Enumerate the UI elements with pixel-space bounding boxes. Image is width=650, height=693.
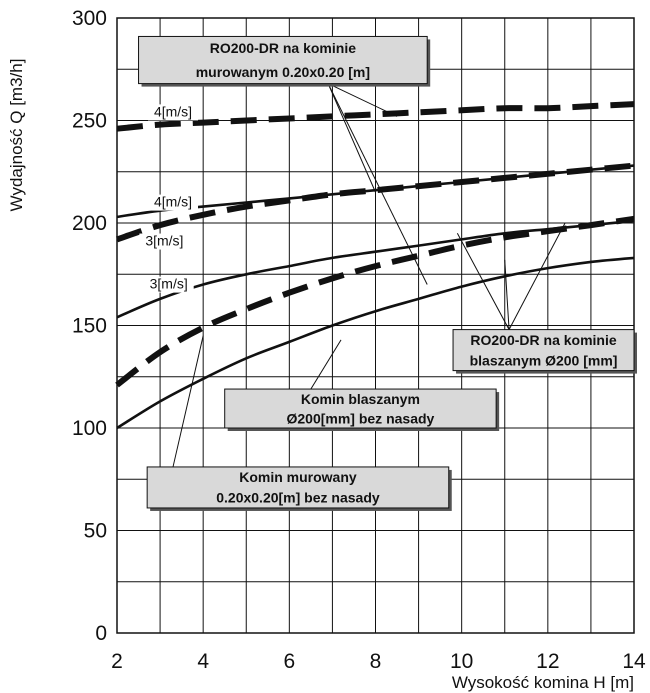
- annotations: RO200-DR na kominie murowanym 0.20x0.20 […: [138, 35, 637, 511]
- annotation-text: 0.20x0.20[m] bez nasady: [216, 490, 380, 506]
- curve-label-background: [139, 233, 190, 250]
- y-tick-label: 50: [84, 520, 107, 543]
- x-tick-label: 14: [622, 650, 646, 673]
- y-tick-label: 0: [95, 622, 107, 645]
- x-tick-label: 4: [197, 650, 209, 673]
- pointer-line: [327, 83, 428, 285]
- x-tick-label: 6: [283, 650, 295, 673]
- annotation-box: [146, 466, 450, 509]
- x-tick-label: 10: [450, 650, 473, 673]
- annotation-text: Ø200[mm] bez nasady: [286, 410, 434, 426]
- pointer-line: [327, 83, 398, 117]
- y-tick-label: 150: [72, 315, 107, 338]
- pointer-line: [504, 259, 510, 330]
- tick-labels: 2 4 6 8 10 12 14 0 50 100 150 200 250 300: [72, 7, 646, 673]
- series-line: [116, 101, 635, 132]
- annotation-text: Komin blaszanym: [301, 391, 420, 407]
- curve-labels: 4[m/s] 4[m/s] 3[m/s] 3[m/s]: [139, 103, 199, 293]
- pointer-line: [508, 222, 566, 330]
- series-line: [116, 219, 635, 319]
- y-tick-label: 250: [72, 110, 107, 133]
- pointer-line: [327, 83, 376, 193]
- x-axis-title: Wysokość komina H [m]: [452, 673, 634, 692]
- series-line: [115, 215, 635, 388]
- annotation-box: [138, 35, 428, 85]
- pointer-line: [172, 335, 204, 468]
- annotation-text: Komin murowany: [239, 469, 357, 485]
- y-axis-title: Wydajność Q [m3/h]: [7, 59, 26, 212]
- x-tick-label: 2: [111, 650, 123, 673]
- y-tick-label: 300: [72, 7, 107, 30]
- curve-label: 4[m/s]: [154, 194, 192, 210]
- x-tick-label: 12: [536, 650, 559, 673]
- plot-frame: [116, 17, 635, 634]
- curve-label: 3[m/s]: [150, 276, 188, 292]
- annotation-text: blaszanym Ø200 [mm]: [470, 352, 618, 368]
- annotation-text: murowanym 0.20x0.20 [m]: [196, 64, 370, 80]
- curve-label-background: [143, 276, 194, 293]
- series-layer: [115, 101, 635, 430]
- series-line: [116, 256, 635, 430]
- annotation-box: [224, 388, 497, 429]
- y-tick-label: 100: [72, 417, 107, 440]
- curve-label-background: [148, 104, 199, 121]
- annotation-text: RO200-DR na kominie: [210, 40, 356, 56]
- y-tick-label: 200: [72, 212, 107, 235]
- curve-label-background: [148, 194, 199, 211]
- annotation-text: RO200-DR na kominie: [470, 332, 616, 348]
- x-tick-label: 8: [370, 650, 382, 673]
- curve-label: 3[m/s]: [145, 233, 183, 249]
- pointer-line: [310, 339, 342, 390]
- curve-label: 4[m/s]: [154, 103, 192, 119]
- series-line: [116, 164, 635, 219]
- pointer-line: [456, 233, 510, 330]
- annotation-box: [452, 329, 635, 372]
- annotation-pointers: [172, 83, 566, 468]
